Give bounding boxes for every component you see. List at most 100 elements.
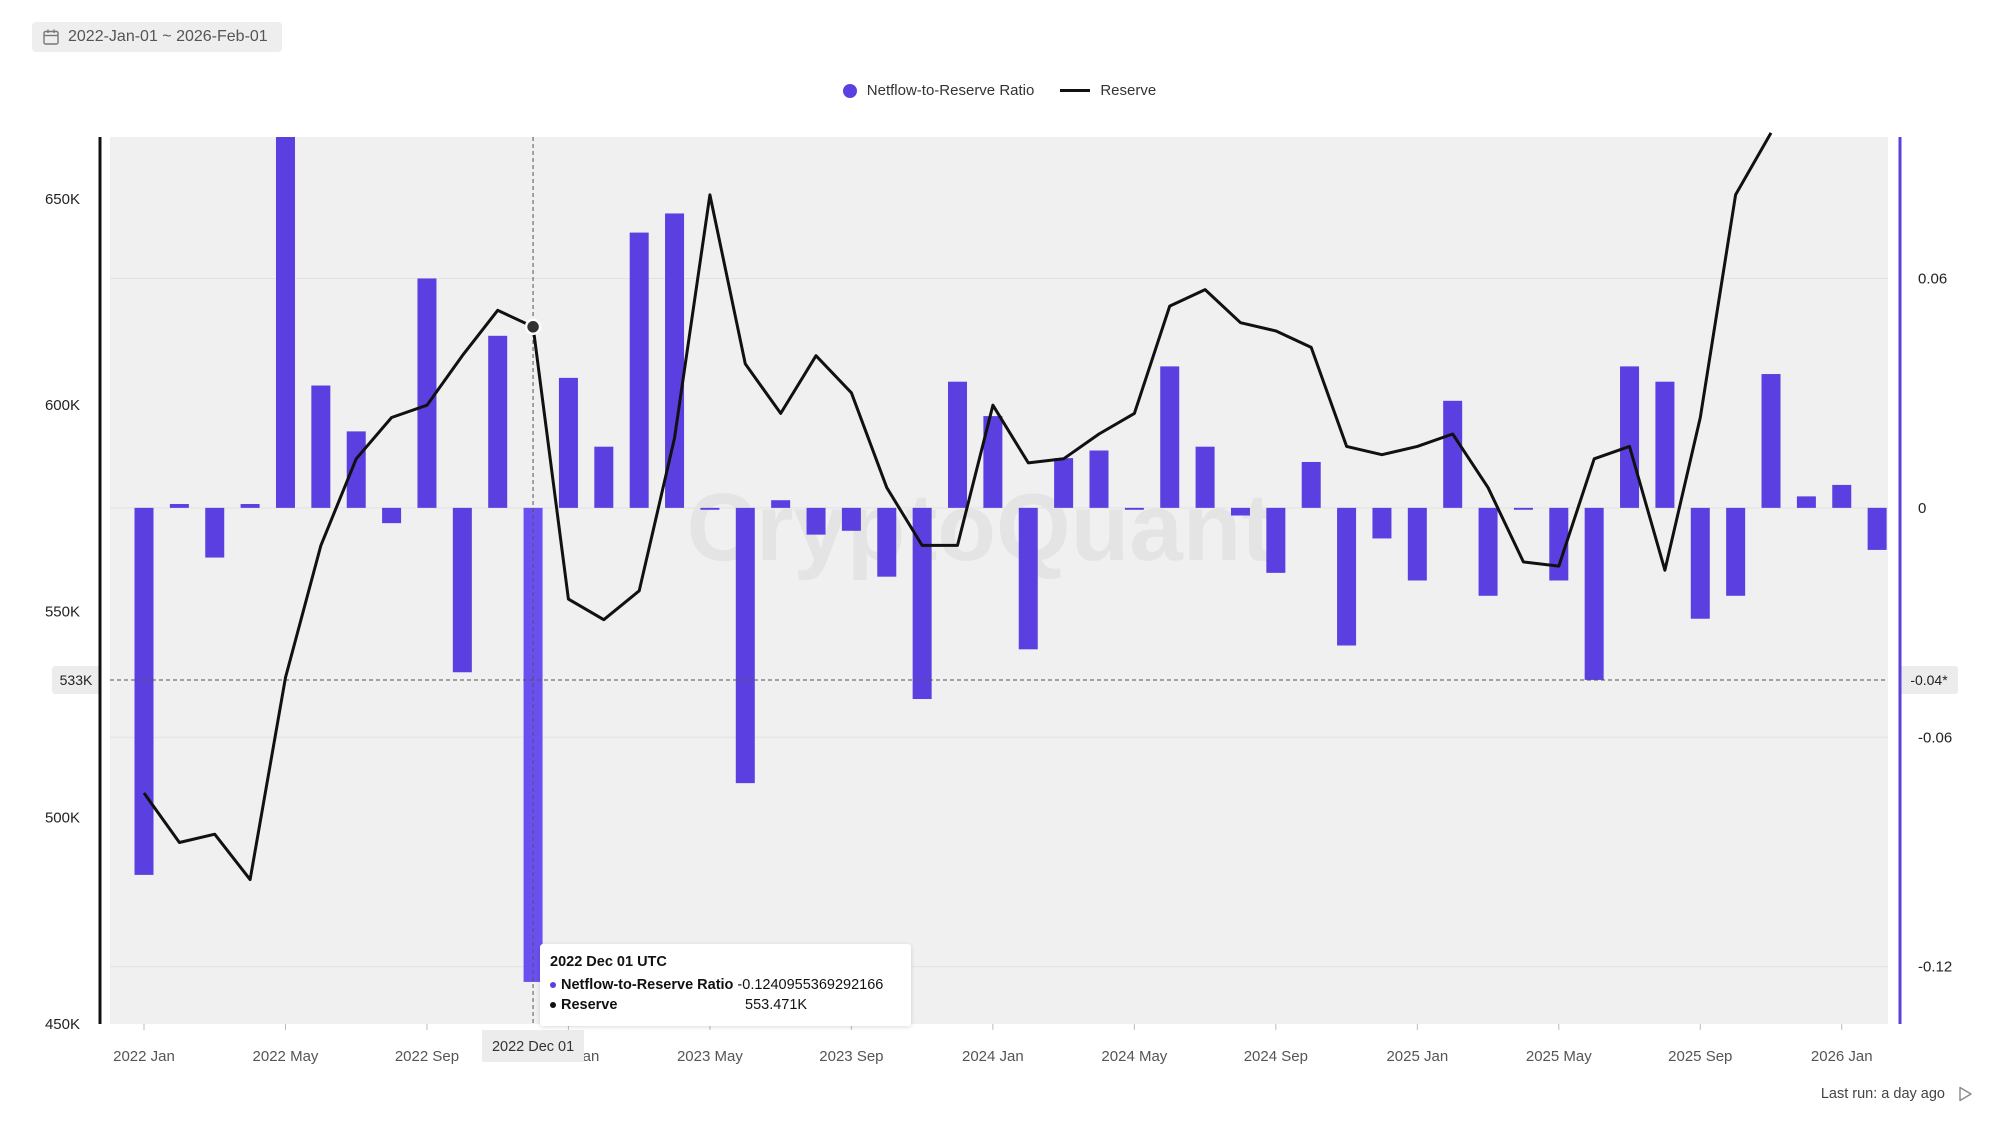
crosshair-left-value: 533K (60, 672, 93, 688)
legend-label-reserve: Reserve (1100, 82, 1157, 99)
bar[interactable] (1867, 507, 1887, 550)
x-tick-label: 2022 Sep (395, 1048, 459, 1065)
bar[interactable] (1513, 507, 1533, 510)
bar[interactable] (1443, 400, 1463, 508)
bar[interactable] (735, 507, 755, 784)
bar[interactable] (1054, 458, 1074, 508)
x-tick-label: 2024 May (1101, 1048, 1167, 1065)
x-tick-label: 2024 Jan (962, 1048, 1024, 1065)
bar[interactable] (771, 500, 791, 508)
tooltip-ratio-value: -0.1240955369292166 (737, 977, 884, 993)
bar[interactable] (629, 232, 649, 508)
crosshair-x-label: 2022 Dec 01 (492, 1039, 574, 1055)
bar[interactable] (523, 507, 543, 982)
bar[interactable] (1018, 507, 1038, 650)
left-tick-label: 650K (45, 191, 80, 208)
bar[interactable] (1266, 507, 1286, 573)
legend-item-ratio[interactable]: Netflow-to-Reserve Ratio (842, 82, 1035, 99)
x-tick-label: 2025 May (1526, 1048, 1592, 1065)
date-range-picker[interactable]: 2022-Jan-01 ~ 2026-Feb-01 (32, 22, 282, 52)
bar[interactable] (1690, 507, 1710, 619)
bar[interactable] (1584, 507, 1604, 680)
tooltip: 2022 Dec 01 UTC Netflow-to-Reserve Ratio… (540, 944, 911, 1026)
bar[interactable] (452, 507, 472, 673)
bar[interactable] (1620, 366, 1640, 508)
bar[interactable] (382, 507, 402, 524)
bar[interactable] (1761, 374, 1781, 508)
bar[interactable] (1230, 507, 1250, 516)
crosshair-right-value: -0.04* (1910, 672, 1948, 688)
left-tick-label: 550K (45, 603, 80, 620)
bar[interactable] (346, 431, 366, 508)
left-tick-label: 600K (45, 397, 80, 414)
x-tick-label: 2026 Jan (1811, 1048, 1873, 1065)
bar[interactable] (1337, 507, 1357, 646)
chart-legend: Netflow-to-Reserve Ratio Reserve (0, 82, 1999, 99)
bar[interactable] (311, 385, 331, 508)
right-tick-label: 0 (1918, 500, 1926, 517)
bar[interactable] (558, 377, 578, 508)
watermark: CryptoQuant (687, 474, 1274, 581)
bar[interactable] (1655, 381, 1675, 508)
bar[interactable] (417, 278, 437, 508)
tooltip-ratio-bullet-icon (550, 982, 556, 988)
bar[interactable] (1301, 461, 1321, 508)
legend-item-reserve[interactable]: Reserve (1060, 82, 1156, 99)
bar[interactable] (948, 381, 968, 508)
right-tick-label: 0.06 (1918, 270, 1947, 287)
right-tick-label: -0.12 (1918, 959, 1952, 976)
bar[interactable] (700, 507, 720, 510)
bar[interactable] (1195, 446, 1215, 508)
bar[interactable] (1089, 450, 1109, 508)
x-tick-label: 2025 Sep (1668, 1048, 1732, 1065)
legend-dot-icon (842, 83, 857, 98)
tooltip-ratio-name: Netflow-to-Reserve Ratio (561, 977, 734, 993)
tooltip-title: 2022 Dec 01 UTC (550, 954, 667, 970)
left-tick-label: 450K (45, 1016, 80, 1033)
bar[interactable] (665, 213, 685, 508)
x-tick-label: 2023 May (677, 1048, 743, 1065)
tooltip-reserve-name: Reserve (561, 997, 618, 1013)
bar[interactable] (488, 335, 508, 508)
crosshair-right-badge (1900, 666, 1958, 694)
crosshair-x-badge (482, 1030, 585, 1062)
left-tick-label: 500K (45, 810, 80, 827)
x-tick-label: 2022 May (253, 1048, 319, 1065)
bar[interactable] (983, 416, 1003, 508)
tooltip-reserve-bullet-icon (550, 1002, 556, 1008)
bar[interactable] (134, 507, 154, 875)
bar[interactable] (877, 507, 897, 577)
x-tick-label: 2024 Sep (1244, 1048, 1308, 1065)
bar[interactable] (240, 504, 260, 508)
bar[interactable] (1832, 484, 1852, 508)
bar[interactable] (1796, 496, 1816, 508)
bar[interactable] (1407, 507, 1427, 581)
play-icon[interactable] (1957, 1086, 1973, 1102)
legend-line-icon (1060, 89, 1091, 92)
x-tick-label: 2023 Sep (819, 1048, 883, 1065)
x-tick-label: 2022 Jan (113, 1048, 175, 1065)
x-tick-label: 2025 Jan (1386, 1048, 1448, 1065)
bar[interactable] (1372, 507, 1392, 539)
bar[interactable] (841, 507, 861, 531)
bar[interactable] (1124, 507, 1144, 510)
legend-label-ratio: Netflow-to-Reserve Ratio (866, 82, 1035, 99)
tooltip-row-reserve: Reserve 553.471K (550, 995, 901, 1015)
bar[interactable] (1160, 366, 1180, 508)
bar[interactable] (1549, 507, 1569, 581)
reserve-line (142, 132, 1773, 882)
crosshair-left-badge (52, 666, 100, 694)
bar[interactable] (169, 504, 189, 508)
bar[interactable] (1478, 507, 1498, 596)
bar[interactable] (1726, 507, 1746, 596)
date-range-label: 2022-Jan-01 ~ 2026-Feb-01 (68, 28, 268, 45)
bar[interactable] (912, 507, 932, 700)
bar[interactable] (275, 137, 295, 508)
bar[interactable] (205, 507, 225, 558)
bar[interactable] (594, 446, 614, 508)
footer: Last run: a day ago (1821, 1086, 1973, 1102)
tooltip-reserve-value: 553.471K (745, 997, 808, 1013)
bar[interactable] (806, 507, 826, 535)
calendar-icon (43, 29, 59, 45)
